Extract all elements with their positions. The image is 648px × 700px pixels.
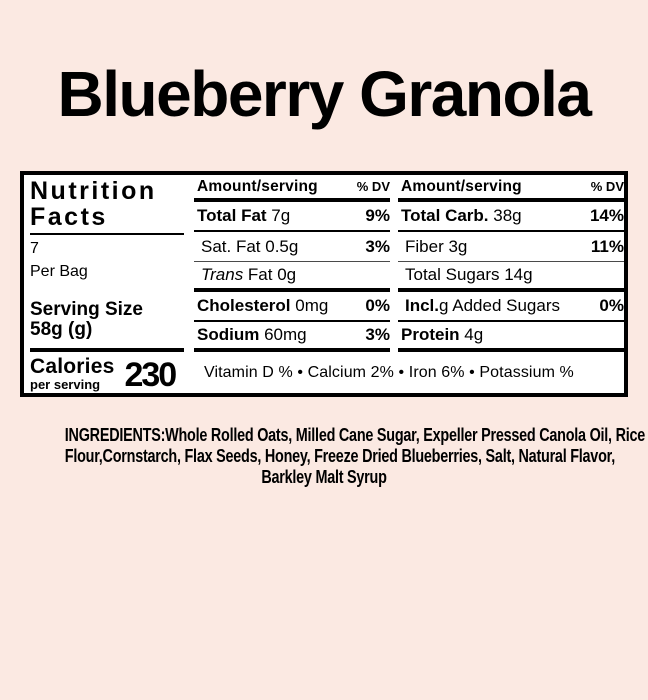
servings-unit: Per Bag [30,263,88,280]
nutrient-row-trans-fat: Trans Fat 0g [194,262,390,292]
serving-size-label: Serving Size [30,299,143,320]
nutrient-row-added-sugars: Incl.g Added Sugars 0% [398,292,624,322]
nutrient-column-carb: Amount/serving % DV Total Carb. 38g 14% … [398,175,624,352]
nutrient-row-total-sugars: Total Sugars 14g [398,262,624,292]
dv-total-carb: 14% [589,206,624,225]
nutrition-facts-panel: Nutrition Facts 7 Per Bag Serving Size 5… [20,171,628,397]
column-header-carb: Amount/serving % DV [398,175,624,202]
dv-cholesterol: 0% [365,296,390,315]
calories-row: Calories per serving 230 [30,352,184,392]
nutrient-row-sodium: Sodium 60mg 3% [194,322,390,352]
amount-serving-header: Amount/serving [401,177,522,195]
nutrient-row-sat-fat: Sat. Fat 0.5g 3% [194,232,390,262]
product-title: Blueberry Granola [57,58,592,130]
nutrition-facts-title-line2: Facts [30,203,108,231]
dv-fiber: 11% [590,236,624,256]
vitamins-line: Vitamin D % • Calcium 2% • Iron 6% • Pot… [204,363,574,381]
nutrient-columns-wrap: Amount/serving % DV Total Fat 7g 9% Sat.… [194,175,624,393]
calories-divider [30,348,184,352]
nutrient-row-fiber: Fiber 3g 11% [398,232,624,262]
ingredients-line-3: Barkley Malt Syrup [261,467,387,487]
servings-count: 7 [30,240,39,257]
nutrient-row-total-fat: Total Fat 7g 9% [194,202,390,232]
ingredients-line-2: Flour,Cornstarch, Flax Seeds, Honey, Fre… [64,446,615,466]
dv-sat-fat: 3% [365,236,390,256]
nutrition-facts-left-column: Nutrition Facts 7 Per Bag Serving Size 5… [24,175,194,393]
nutrition-facts-title-line1: Nutrition [30,177,157,205]
column-header-fat: Amount/serving % DV [194,175,390,202]
title-divider [30,233,184,235]
dv-sodium: 3% [365,325,390,344]
calories-value: 230 [124,355,177,394]
ingredients-line-1: INGREDIENTS:Whole Rolled Oats, Milled Ca… [64,425,646,445]
dv-header: % DV [356,179,390,194]
calories-subtext: per serving [30,377,101,392]
ingredients-text: INGREDIENTS:Whole Rolled Oats, Milled Ca… [0,425,648,488]
amount-serving-header: Amount/serving [197,177,318,195]
nutrient-row-protein: Protein 4g [398,322,624,352]
dv-added-sugars: 0% [599,296,624,315]
nutrient-column-fat: Amount/serving % DV Total Fat 7g 9% Sat.… [194,175,390,352]
nutrient-row-total-carb: Total Carb. 38g 14% [398,202,624,232]
nutrient-row-cholesterol: Cholesterol 0mg 0% [194,292,390,322]
calories-label: Calories [30,355,115,378]
serving-size-value: 58g (g) [30,319,93,340]
dv-header: % DV [590,179,624,194]
dv-total-fat: 9% [365,206,390,225]
